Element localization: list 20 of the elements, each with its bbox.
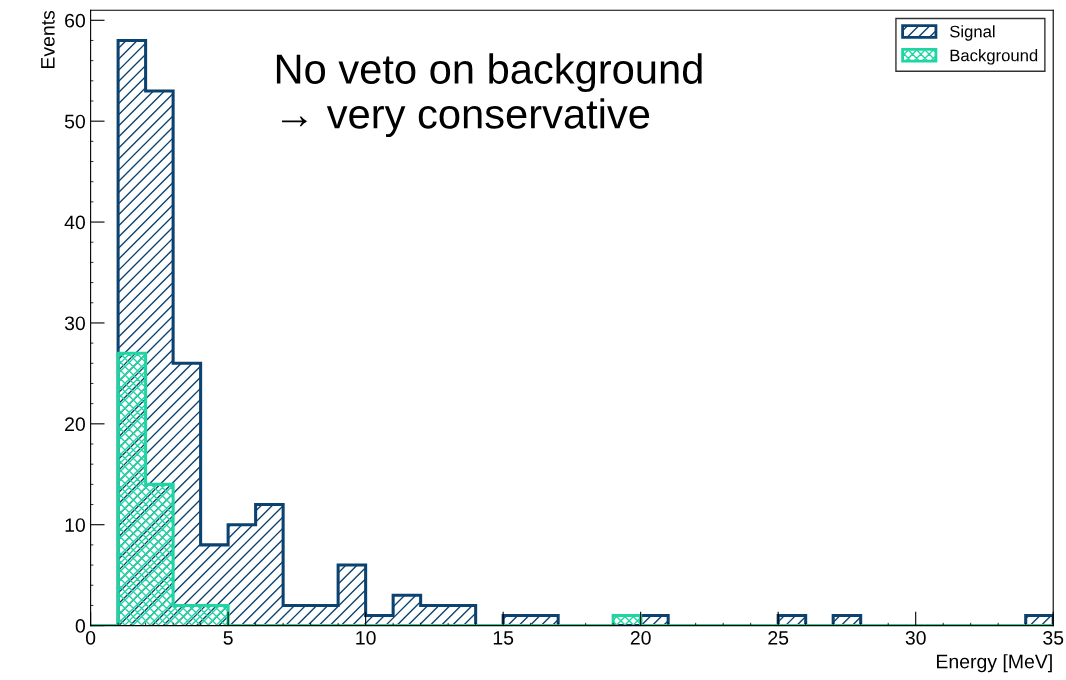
- x-tick-label: 25: [768, 630, 789, 645]
- y-tick-label: 20: [65, 417, 85, 432]
- x-tick-label: 15: [493, 631, 514, 645]
- x-tick-label: 30: [905, 630, 926, 645]
- y-tick-label: 60: [65, 13, 85, 28]
- x-tick-label: 20: [630, 630, 651, 645]
- x-tick-label: 0: [85, 630, 96, 645]
- y-tick-label: 30: [64, 316, 85, 331]
- legend-label: Background: [950, 49, 1038, 65]
- y-tick-label: 40: [64, 215, 85, 230]
- y-tick-label: 10: [65, 518, 85, 532]
- x-axis-title: Energy [MeV]: [937, 654, 1052, 673]
- y-axis-title: Events: [41, 10, 55, 69]
- annotation: No veto on background → very conservative: [276, 53, 702, 137]
- y-tick-label: 50: [64, 114, 85, 129]
- y-tick-label: 0: [75, 619, 85, 633]
- x-tick-label: 10: [356, 630, 376, 645]
- x-tick-label: 5: [223, 631, 233, 645]
- x-tick-label: 35: [1043, 630, 1064, 645]
- legend-label: Signal: [950, 25, 995, 41]
